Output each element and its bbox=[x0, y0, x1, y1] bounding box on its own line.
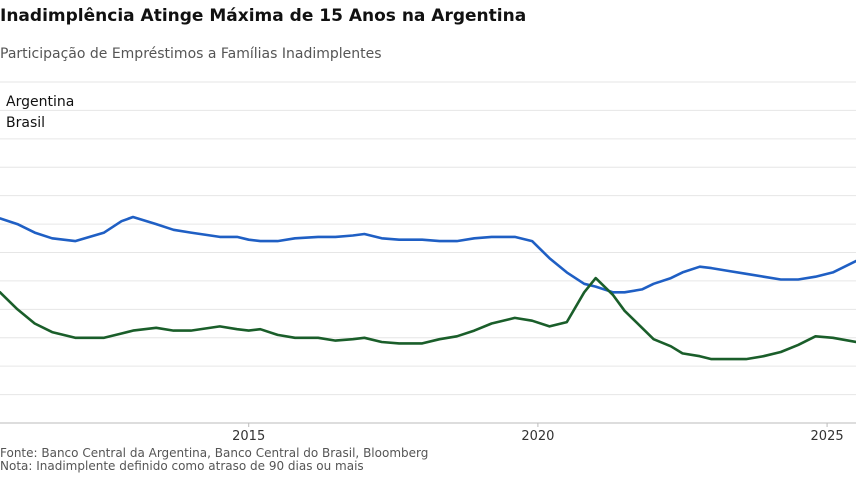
legend: Argentina Brasil bbox=[0, 91, 74, 133]
source-note: Fonte: Banco Central da Argentina, Banco… bbox=[0, 446, 429, 460]
x-tick-label: 2015 bbox=[232, 429, 265, 444]
series-line-argentina bbox=[0, 215, 856, 294]
legend-item-argentina: Argentina bbox=[0, 91, 74, 112]
series-line-brasil bbox=[0, 276, 856, 361]
x-tick-label: 2025 bbox=[811, 429, 844, 444]
chart-title: Inadimplência Atinge Máxima de 15 Anos n… bbox=[0, 6, 527, 26]
legend-item-brasil: Brasil bbox=[0, 112, 74, 133]
legend-label-argentina: Argentina bbox=[6, 93, 75, 110]
x-tick-label: 2020 bbox=[521, 429, 554, 444]
legend-label-brasil: Brasil bbox=[6, 114, 46, 131]
definition-note: Nota: Inadimplente definido como atraso … bbox=[0, 459, 364, 473]
chart-subtitle: Participação de Empréstimos a Famílias I… bbox=[0, 46, 382, 62]
